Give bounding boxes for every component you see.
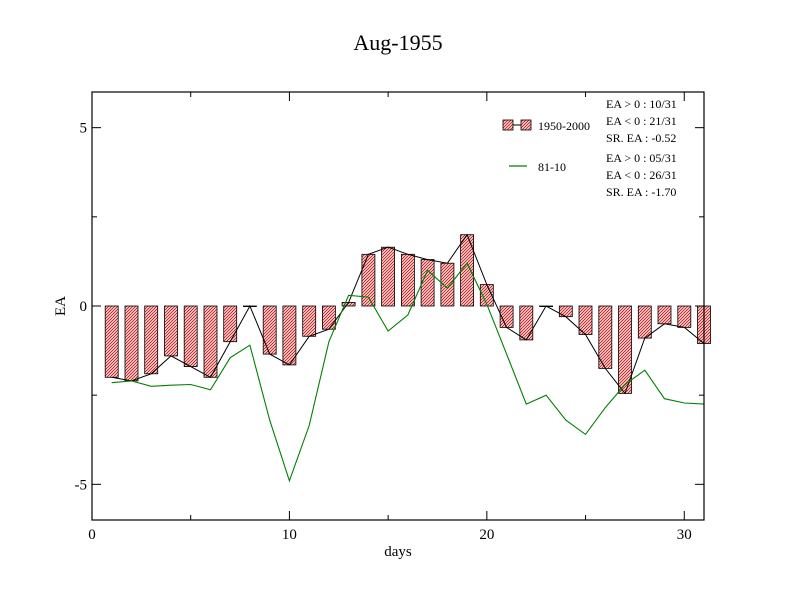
- bar-series-outline: [111, 233, 705, 395]
- bar: [183, 305, 198, 367]
- legend-swatch-bars: [502, 119, 532, 131]
- bar: [302, 305, 317, 337]
- bar: [657, 305, 672, 325]
- legend: 1950-2000 81-10 EA > 0 : 10/31 EA < 0 : …: [502, 97, 677, 199]
- x-tick-label: 20: [479, 527, 494, 543]
- y-tick-label: -5: [75, 477, 88, 493]
- bar-series: [104, 234, 711, 394]
- x-tick-label: 0: [88, 527, 96, 543]
- x-axis-ticks: 0 10 20 30: [88, 92, 692, 543]
- bar: [361, 253, 376, 307]
- y-tick-label: 0: [80, 299, 88, 315]
- annotation-line: SR. EA : -1.70: [606, 185, 676, 199]
- bar: [637, 305, 652, 339]
- bar: [144, 305, 159, 375]
- bar: [381, 246, 396, 307]
- line-series: [111, 233, 705, 483]
- bar: [519, 305, 534, 341]
- annotation-line: EA > 0 : 10/31: [606, 97, 677, 111]
- annotation-line: SR. EA : -0.52: [606, 131, 676, 145]
- bar: [104, 305, 119, 378]
- bar: [400, 253, 415, 307]
- annotation-line: EA < 0 : 21/31: [606, 114, 677, 128]
- y-tick-label: 5: [80, 121, 88, 137]
- bar: [321, 305, 336, 330]
- bar: [124, 305, 139, 382]
- bar: [420, 259, 435, 307]
- series-line-81-10: [111, 262, 705, 483]
- bar: [203, 305, 218, 378]
- bar: [598, 305, 613, 369]
- bar: [558, 305, 573, 318]
- bar: [282, 305, 297, 366]
- bar: [262, 305, 277, 355]
- chart-title: Aug-1955: [353, 30, 442, 55]
- legend-label-line: 81-10: [538, 160, 566, 174]
- y-axis-ticks: 5 0 -5: [75, 121, 704, 493]
- annotation-line: EA > 0 : 05/31: [606, 151, 677, 165]
- bar: [164, 305, 178, 357]
- y-axis-label: EA: [53, 296, 69, 316]
- legend-label-bars: 1950-2000: [538, 119, 590, 133]
- x-tick-label: 30: [677, 527, 692, 543]
- annotation-line: EA < 0 : 26/31: [606, 168, 677, 182]
- bar: [677, 305, 692, 328]
- x-tick-label: 10: [282, 527, 297, 543]
- x-axis-label: days: [384, 544, 412, 560]
- bar: [223, 305, 238, 343]
